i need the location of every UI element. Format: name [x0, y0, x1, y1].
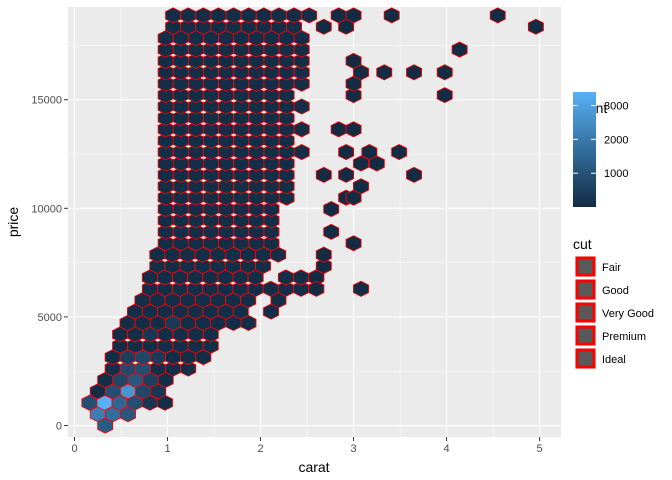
hex-cell: [293, 52, 310, 69]
x-axis-ticks: 0 1 2 3 4 5: [71, 437, 543, 455]
hex-cell: [330, 121, 347, 138]
hex-cell: [345, 52, 362, 69]
hex-cell: [345, 7, 362, 24]
hex-cell: [286, 18, 302, 35]
hex-cell: [376, 64, 393, 81]
hex-cell: [406, 64, 422, 81]
hex-cell: [293, 64, 310, 81]
x-tick-label: 1: [164, 443, 170, 455]
cut-legend-label: Very Good: [602, 308, 654, 320]
hex-cell: [195, 7, 212, 24]
x-tick-label: 5: [537, 443, 543, 455]
hex-cell: [278, 155, 295, 172]
hex-cell: [345, 121, 362, 138]
cut-legend-label: Premium: [602, 331, 646, 343]
x-tick-label: 0: [71, 443, 77, 455]
cut-legend-label: Good: [602, 285, 629, 297]
hex-cell: [210, 7, 227, 24]
hex-cell: [406, 166, 422, 183]
count-tick-label: 3000: [604, 101, 628, 113]
hex-cell: [345, 87, 362, 104]
count-legend-ticks: 1000 2000 3000: [573, 101, 628, 180]
x-tick-label: 4: [444, 443, 450, 455]
hex-cell: [286, 7, 302, 24]
hex-cell: [353, 280, 369, 297]
y-tick-label: 15000: [31, 95, 62, 107]
cut-key-swatch: [575, 279, 596, 300]
cut-legend-title: cut: [573, 236, 592, 252]
cut-key-swatch: [575, 325, 596, 346]
y-axis-title: price: [5, 207, 21, 238]
y-tick-label: 5000: [38, 312, 62, 324]
hex-cell: [263, 223, 280, 240]
hex-cell: [293, 98, 310, 115]
hex-cell: [240, 7, 257, 24]
hex-cell: [338, 144, 355, 161]
hex-cell: [391, 144, 408, 161]
cut-legend-label: Fair: [602, 262, 621, 274]
y-tick-label: 0: [56, 421, 62, 433]
count-colorbar: [573, 92, 596, 207]
hex-cell: [315, 246, 332, 263]
hex-cell: [180, 360, 197, 377]
hex-cell: [383, 7, 400, 24]
hex-cell: [270, 7, 287, 24]
hex-cell: [353, 178, 369, 195]
hex-cell: [315, 257, 332, 275]
hex-cell: [278, 178, 295, 195]
hex-cell: [345, 235, 362, 252]
hex-cell: [263, 235, 280, 252]
hex-cell: [361, 144, 378, 161]
hex-cell: [301, 7, 318, 24]
hex-cell: [315, 166, 332, 183]
count-tick-label: 2000: [604, 134, 628, 146]
hex-cell: [278, 166, 295, 183]
hex-cell: [202, 337, 219, 354]
hex-cell: [308, 280, 325, 297]
hex-cell: [293, 121, 310, 138]
cut-key-swatch: [575, 348, 596, 369]
x-axis-title: carat: [298, 459, 329, 475]
hex-cell: [278, 132, 295, 149]
hex-cell: [293, 144, 310, 161]
hex-cell: [436, 87, 453, 104]
hex-cell: [293, 41, 310, 58]
y-tick-label: 10000: [31, 203, 62, 215]
hex-cell: [263, 201, 280, 218]
hex-cell: [330, 7, 347, 24]
hex-cell: [225, 7, 242, 24]
hex-cell: [293, 75, 310, 92]
hex-cell: [527, 18, 544, 35]
hex-cell: [315, 18, 332, 35]
x-tick-label: 3: [351, 443, 357, 455]
cut-legend: cut Fair Good Very Good Premium Ideal: [573, 236, 654, 369]
hex-cell: [180, 7, 197, 24]
hex-cell: [451, 41, 468, 58]
y-axis-ticks: 0 5000 10000 15000: [31, 95, 68, 433]
hex-cell: [263, 212, 280, 229]
hex-cell: [255, 7, 272, 24]
hex-cell: [323, 223, 340, 240]
hex-cell: [165, 7, 182, 24]
hex-cell: [436, 64, 453, 81]
hex-cell: [278, 87, 295, 104]
x-tick-label: 2: [257, 443, 263, 455]
count-tick-label: 1000: [604, 168, 628, 180]
hex-cell: [323, 201, 340, 218]
hex-cell: [262, 280, 279, 297]
cut-key-swatch: [575, 302, 596, 323]
hex-cell: [338, 166, 355, 183]
hex-cell: [277, 269, 294, 286]
cut-legend-label: Ideal: [602, 354, 626, 366]
hex-cell: [255, 257, 272, 275]
cut-legend-items: Fair Good Very Good Premium Ideal: [575, 256, 654, 369]
hex-cell: [293, 269, 309, 286]
cut-key-swatch: [575, 256, 596, 277]
hex-cell: [489, 7, 506, 24]
hex-cell: [278, 109, 295, 126]
hex-cells: [81, 7, 544, 434]
hex-cell: [278, 189, 295, 206]
